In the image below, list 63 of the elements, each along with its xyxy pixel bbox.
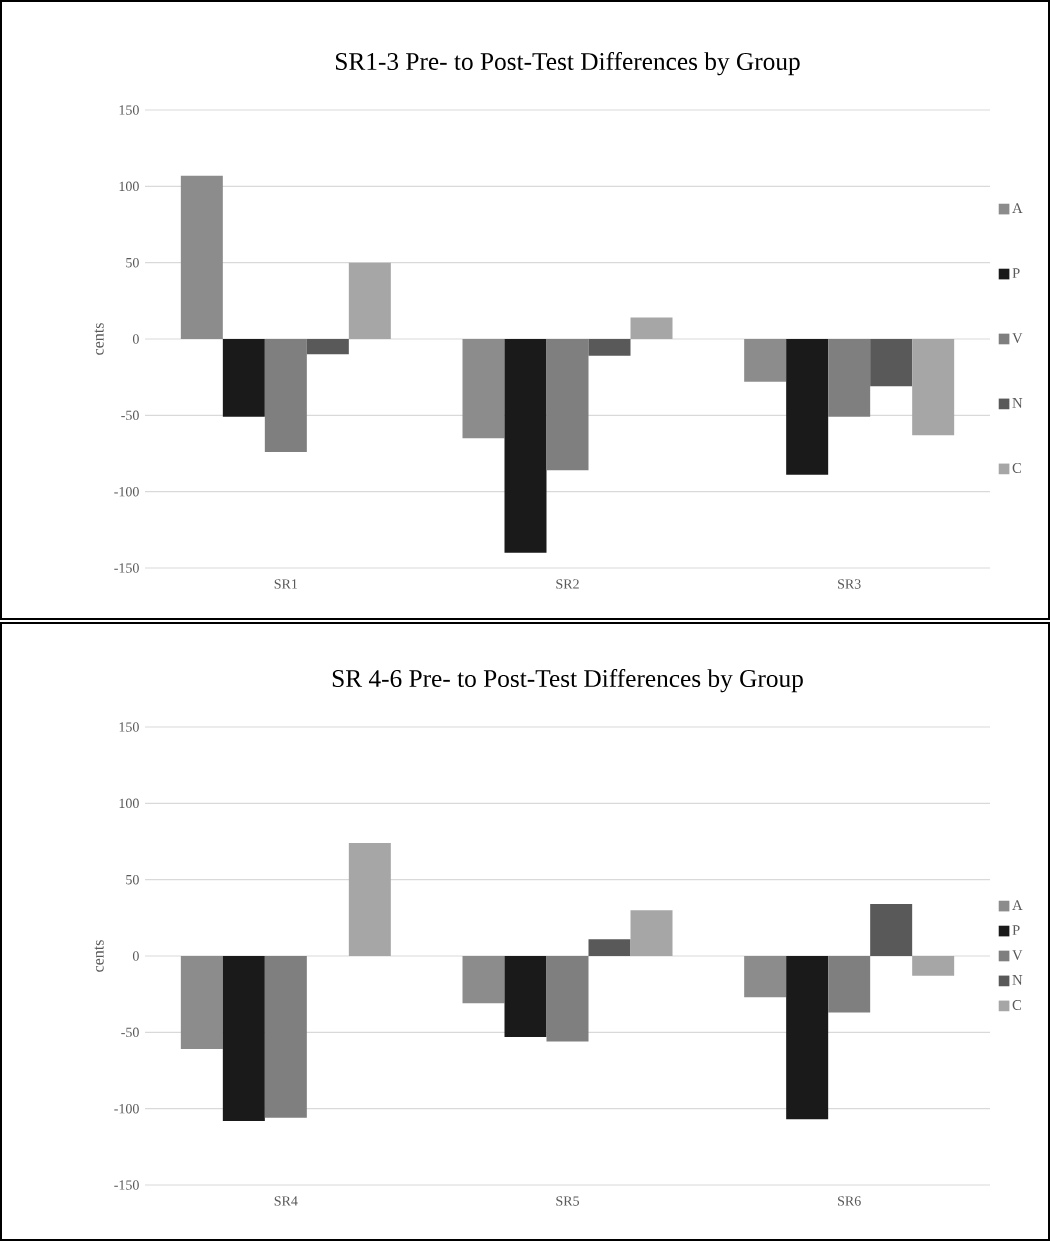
legend-label: P xyxy=(1012,925,1020,935)
bar xyxy=(588,338,631,356)
bar xyxy=(588,939,631,956)
bar xyxy=(546,338,589,471)
bar xyxy=(222,955,265,1121)
legend-label: P xyxy=(1012,268,1020,278)
y-tick-label: -150 xyxy=(114,563,139,573)
bar xyxy=(180,175,223,339)
y-tick-label: 100 xyxy=(119,181,139,192)
bar xyxy=(462,338,505,439)
y-tick-label: -100 xyxy=(114,486,139,497)
bar xyxy=(828,955,871,1013)
x-tick-label: SR1 xyxy=(274,579,298,589)
bar xyxy=(630,910,673,956)
y-axis-title: cents xyxy=(94,323,104,355)
x-tick-label: SR2 xyxy=(556,579,579,589)
bar xyxy=(546,955,589,1042)
y-tick-label: 50 xyxy=(126,257,139,268)
bar xyxy=(744,338,787,382)
y-axis-title: cents xyxy=(94,940,104,972)
y-tick-label: 150 xyxy=(119,105,139,115)
bar xyxy=(744,955,787,998)
bar xyxy=(462,955,505,1004)
y-tick-label: 100 xyxy=(119,798,139,809)
y-tick-label: 150 xyxy=(119,722,139,732)
bar xyxy=(222,338,265,417)
bar xyxy=(912,338,955,436)
x-tick-label: SR4 xyxy=(274,1196,298,1206)
y-tick-label: -100 xyxy=(114,1103,139,1114)
bar xyxy=(264,955,307,1118)
y-tick-label: 0 xyxy=(132,334,139,344)
y-tick-label: 50 xyxy=(126,874,139,885)
bar xyxy=(786,338,829,475)
bar xyxy=(180,955,223,1050)
chart-title: SR1-3 Pre- to Post-Test Differences by Group xyxy=(336,51,800,76)
x-tick-label: SR5 xyxy=(556,1196,579,1206)
x-tick-label: SR3 xyxy=(838,579,861,589)
bar xyxy=(870,904,913,956)
y-tick-label: -50 xyxy=(121,410,139,421)
legend-label: V xyxy=(1012,950,1023,961)
bar xyxy=(348,843,391,956)
bar xyxy=(828,338,871,417)
legend-label: C xyxy=(1012,463,1022,473)
legend-label: A xyxy=(1012,203,1023,213)
bar xyxy=(870,338,913,387)
legend-label: N xyxy=(1012,975,1023,985)
legend-label: A xyxy=(1012,900,1023,910)
legend-label: N xyxy=(1012,398,1023,408)
bar xyxy=(786,955,829,1120)
legend-label: V xyxy=(1012,333,1023,344)
x-tick-label: SR6 xyxy=(838,1196,861,1206)
y-tick-label: -50 xyxy=(121,1027,139,1038)
legend-label: C xyxy=(1012,1000,1022,1010)
bar xyxy=(348,262,391,339)
bar xyxy=(504,338,547,553)
bar xyxy=(504,955,547,1037)
chart-title: SR 4-6 Pre- to Post-Test Differences by Group xyxy=(332,668,803,693)
y-tick-label: 0 xyxy=(132,951,139,961)
bar xyxy=(306,338,349,355)
y-tick-label: -150 xyxy=(114,1180,139,1190)
bar xyxy=(630,317,673,339)
bar xyxy=(264,338,307,452)
bar xyxy=(912,955,955,976)
